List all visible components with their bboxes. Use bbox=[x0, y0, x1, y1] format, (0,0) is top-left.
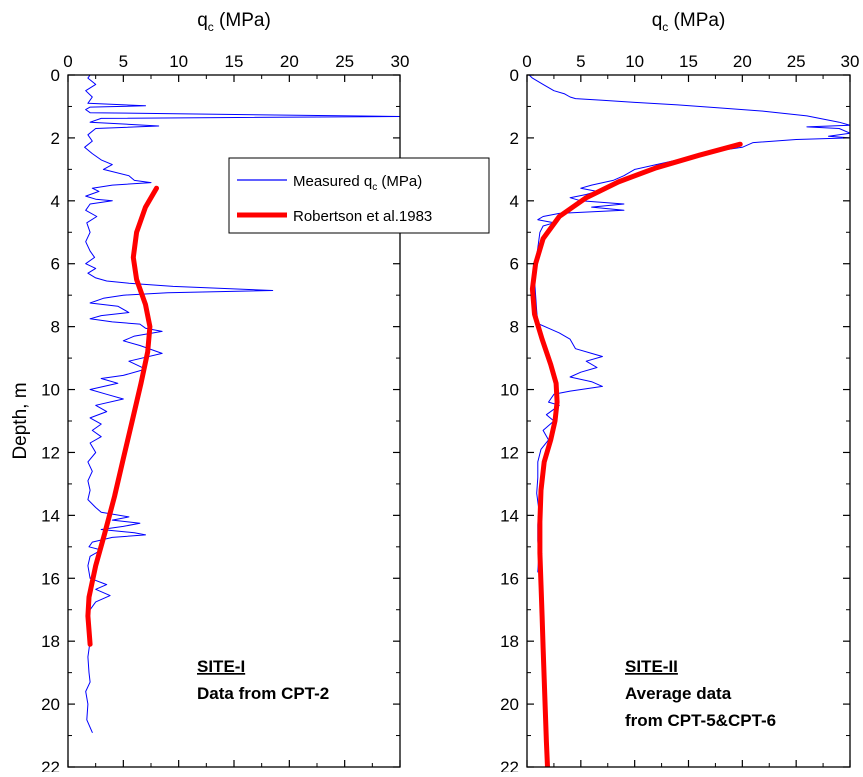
series-line-measured bbox=[528, 75, 850, 573]
series-line-robertson bbox=[529, 141, 743, 767]
x-tick-label: 30 bbox=[391, 52, 410, 71]
x-tick-label: 25 bbox=[787, 52, 806, 71]
y-tick-label: 18 bbox=[500, 632, 519, 651]
site-annotation-line: from CPT-5&CPT-6 bbox=[625, 711, 776, 730]
y-tick-label: 4 bbox=[51, 192, 60, 211]
chart-panel-1: 0 5 10 15 20 25 30 0 2 4 6 8 10 12 14 16 18 20 22 qc (MPa) D… bbox=[10, 10, 490, 777]
x-tick-label: 20 bbox=[733, 52, 752, 71]
y-tick-label: 12 bbox=[41, 443, 60, 462]
chart-panel-2: 0 5 10 15 20 25 30 0 2 4 6 8 10 12 14 16 18 20 22 qc (MPa) S… bbox=[500, 10, 860, 777]
legend: Measured qc (MPa) Robertson et al.1983 bbox=[228, 157, 490, 234]
y-tick-label: 8 bbox=[510, 318, 519, 337]
y-tick-label: 2 bbox=[51, 129, 60, 148]
y-tick-label: 20 bbox=[41, 695, 60, 714]
y-tick-label: 20 bbox=[500, 695, 519, 714]
y-tick-label: 6 bbox=[51, 255, 60, 274]
y-tick-label: 18 bbox=[41, 632, 60, 651]
x-tick-label: 0 bbox=[522, 52, 531, 71]
x-tick-label: 15 bbox=[225, 52, 244, 71]
site-annotation-line: Average data bbox=[625, 684, 732, 703]
x-axis-title: qc (MPa) bbox=[197, 10, 271, 34]
site-annotation-line: Data from CPT-2 bbox=[197, 684, 329, 703]
y-axis-title: Depth, m bbox=[10, 382, 31, 459]
series-line-robertson bbox=[85, 185, 159, 647]
x-tick-label: 5 bbox=[576, 52, 585, 71]
x-tick-label: 0 bbox=[63, 52, 72, 71]
x-tick-label: 15 bbox=[679, 52, 698, 71]
y-tick-label: 0 bbox=[510, 66, 519, 85]
x-tick-label: 10 bbox=[169, 52, 188, 71]
legend-box bbox=[228, 157, 490, 234]
y-tick-label: 10 bbox=[41, 381, 60, 400]
y-tick-label: 16 bbox=[500, 569, 519, 588]
site-annotation-title: SITE-II bbox=[625, 657, 678, 676]
y-tick-label: 6 bbox=[510, 255, 519, 274]
y-tick-label: 22 bbox=[500, 758, 519, 772]
y-tick-label: 10 bbox=[500, 381, 519, 400]
y-tick-label: 22 bbox=[41, 758, 60, 772]
x-axis-title: qc (MPa) bbox=[652, 10, 726, 34]
legend-label-2: Robertson et al.1983 bbox=[293, 208, 432, 225]
series-line-measured bbox=[84, 75, 400, 733]
x-tick-label: 25 bbox=[335, 52, 354, 71]
x-tick-label: 30 bbox=[841, 52, 860, 71]
plot-frame bbox=[526, 74, 851, 768]
y-tick-label: 8 bbox=[51, 318, 60, 337]
y-tick-label: 12 bbox=[500, 443, 519, 462]
y-tick-label: 14 bbox=[41, 506, 60, 525]
y-tick-label: 14 bbox=[500, 506, 519, 525]
y-tick-label: 0 bbox=[51, 66, 60, 85]
y-tick-label: 4 bbox=[510, 192, 519, 211]
y-tick-label: 2 bbox=[510, 129, 519, 148]
x-tick-label: 20 bbox=[280, 52, 299, 71]
x-tick-label: 5 bbox=[119, 52, 128, 71]
x-tick-label: 10 bbox=[625, 52, 644, 71]
legend-label-1: Measured qc (MPa) bbox=[293, 173, 422, 193]
site-annotation-title: SITE-I bbox=[197, 657, 245, 676]
y-tick-label: 16 bbox=[41, 569, 60, 588]
